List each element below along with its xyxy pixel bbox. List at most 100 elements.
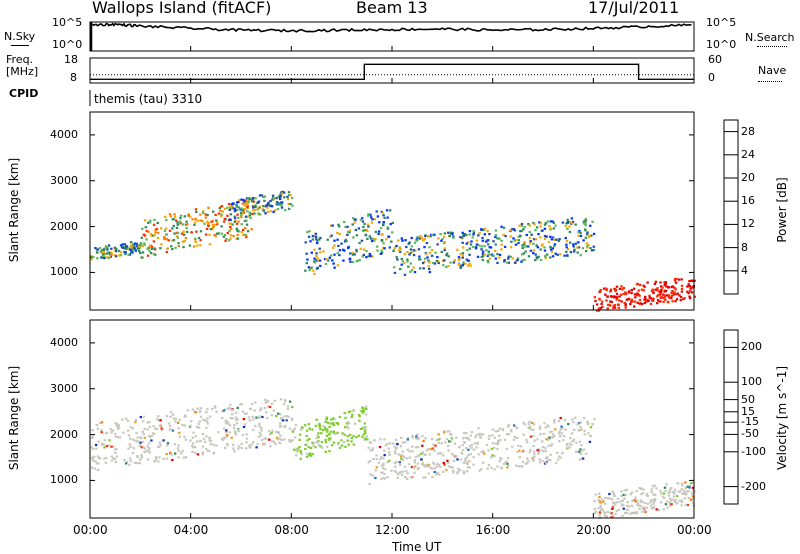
power-cell [382,221,385,224]
power-cell [183,239,186,243]
power-cell [584,224,587,227]
vel-cell [505,460,508,463]
power-cell [633,293,637,296]
vel-cell [123,458,126,462]
power-cell [304,241,307,244]
vel-cell [445,469,448,472]
power-cell [343,220,346,224]
vel-cell [91,435,94,438]
vel-cell [547,438,550,441]
power-cell [494,243,497,246]
power-cell [231,206,234,209]
vel-cell [166,444,169,447]
power-cell [527,245,530,248]
vel-cell [332,424,335,427]
vel-cell [261,415,264,419]
power-cell [565,250,568,253]
power-cell [197,236,201,240]
vel-cell [176,447,180,450]
power-cell [430,249,434,252]
power-cell [309,267,312,271]
power-cell [487,250,490,253]
power-cell [213,223,217,226]
power-cell [124,247,127,250]
power-cell [359,218,363,221]
vel-cell [493,468,496,471]
beam-title: Beam 13 [356,0,428,17]
freq-lines [90,63,694,81]
power-cell [461,236,464,239]
vel-cell [137,461,140,465]
power-cell [651,288,654,291]
power-cell [523,241,526,244]
vel-cell [235,418,238,422]
power-cell [155,227,159,231]
power-cell [392,266,396,269]
vel-cell [415,437,418,440]
vel-cell [363,429,367,432]
vel-cell [222,409,226,412]
vel-cell [305,429,309,432]
power-cell [201,211,205,215]
power-cell [442,242,446,245]
power-cell [675,293,678,296]
power-cell [599,306,603,310]
power-cell [324,262,328,265]
vel-cell [257,416,261,419]
vel-cell [171,413,175,416]
power-cell [329,254,333,257]
vel-cell [245,441,248,444]
vel-cell [652,493,655,496]
vel-cell [205,426,208,429]
vel-cell [547,444,550,447]
vel-cell [189,424,192,427]
power-cell [572,243,575,246]
power-cell [509,246,513,249]
vel-cell [581,457,585,460]
power-cell [257,207,260,210]
vel-cell [132,438,135,441]
vel-cell [241,433,245,436]
power-cell [569,241,572,244]
vel-cell [688,485,691,488]
power-cell [371,218,374,221]
vel-cell [633,511,636,515]
vel-cell [507,433,511,436]
power-cbar-tick-label: 12 [741,217,755,231]
power-cell [525,233,528,237]
vel-cell [361,427,364,430]
vel-cell [443,463,446,466]
vel-cell [481,450,485,453]
power-cell [314,235,318,238]
power-cell [138,250,141,253]
vel-cell [263,407,267,410]
vel-cell [571,440,574,443]
vel-cell [138,444,142,447]
vel-cell [614,503,617,506]
power-cell [595,303,599,306]
power-cell [356,259,359,262]
power-cell [109,254,112,257]
power-cell [537,255,540,258]
power-cell [528,242,532,245]
power-cbar-tick-label: 24 [741,147,755,161]
vel-cell [233,424,236,427]
vel-cell [519,445,523,448]
vel-cell [269,445,272,448]
power-cell [182,246,185,249]
power-cell [481,252,485,256]
power-cell [145,238,148,241]
power-cell [249,216,252,220]
power-cell [452,261,456,264]
power-cell [240,213,243,216]
vel-cell [513,435,516,439]
vel-cell [136,436,139,439]
power-cell [243,204,247,207]
power-cell [672,293,675,296]
power-cell [365,250,368,253]
vel-cell [284,424,287,428]
vel-cell [104,461,108,464]
vel-cell [572,421,575,424]
vel-cell [440,442,443,445]
vel-cell [217,431,220,434]
